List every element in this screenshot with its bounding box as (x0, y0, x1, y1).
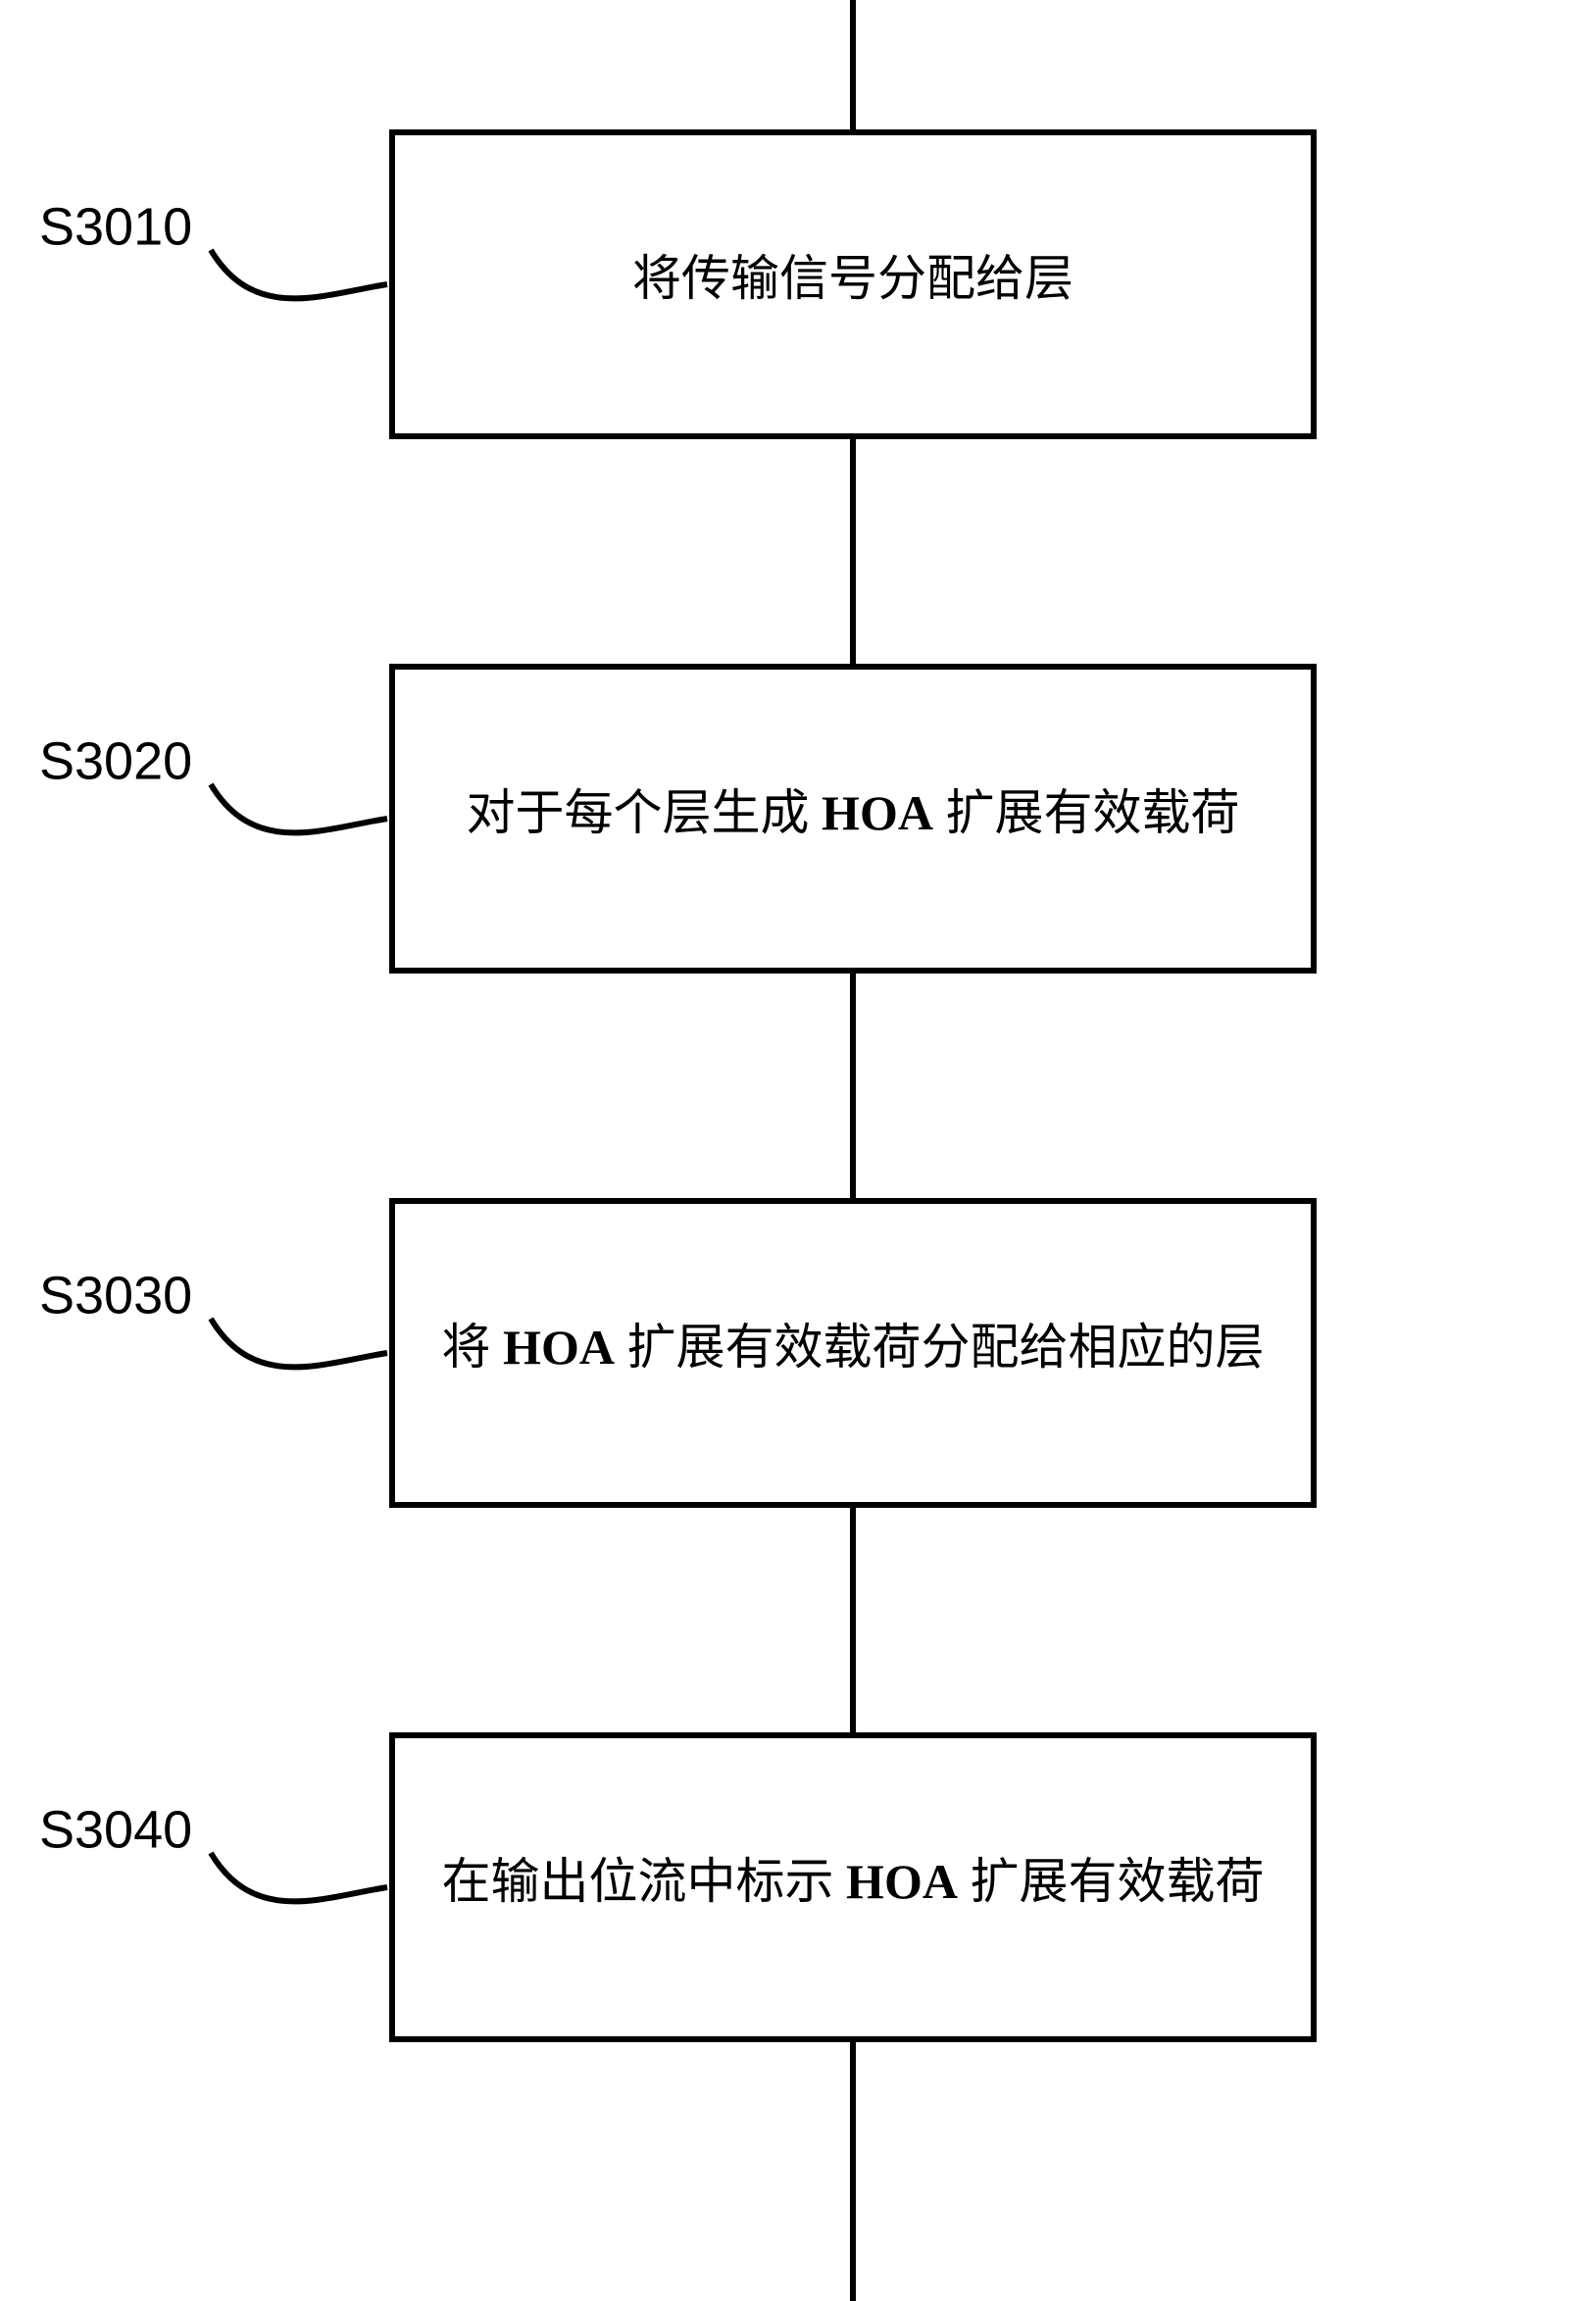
hoa-text: HOA (846, 1854, 958, 1909)
label-connector (211, 250, 387, 298)
step-label: S3020 (39, 731, 192, 790)
step-S3030: 将 HOA 扩展有效载荷分配给相应的层 S3030 (39, 1201, 1314, 1505)
label-connector (211, 784, 387, 832)
step-text: 将 HOA 扩展有效载荷分配给相应的层 (442, 1320, 1265, 1375)
hoa-text: HOA (503, 1320, 615, 1375)
step-S3010: 将传输信号分配给层 S3010 (39, 132, 1314, 436)
step-S3040: 在输出位流中标示 HOA 扩展有效载荷 S3040 (39, 1735, 1314, 2039)
step-label: S3010 (39, 197, 192, 256)
step-text: 将传输信号分配给层 (632, 251, 1073, 306)
hoa-text: HOA (822, 785, 933, 840)
step-label: S3040 (39, 1800, 192, 1859)
step-label: S3030 (39, 1266, 192, 1325)
step-text: 对于每个层生成 HOA 扩展有效载荷 (467, 785, 1240, 840)
label-connector (211, 1319, 387, 1367)
label-connector (211, 1853, 387, 1901)
step-text: 在输出位流中标示 HOA 扩展有效载荷 (442, 1854, 1265, 1909)
step-S3020: 对于每个层生成 HOA 扩展有效载荷 S3020 (39, 667, 1314, 971)
